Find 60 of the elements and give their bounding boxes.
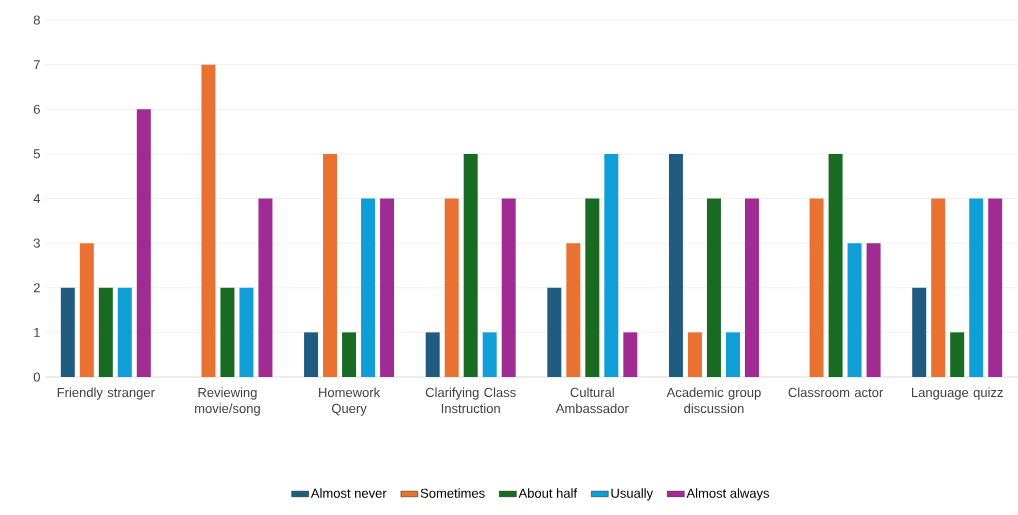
bar [931, 198, 946, 377]
y-tick-label: 7 [33, 60, 40, 70]
legend-label: Usually [611, 488, 654, 501]
x-tick-label: Friendly stranger [57, 387, 155, 400]
bar [866, 243, 881, 377]
bar [828, 153, 843, 377]
bar [463, 153, 478, 377]
bar [744, 198, 759, 377]
bar [687, 332, 702, 377]
y-tick-label: 0 [33, 372, 40, 382]
x-tick-label: Homework Query [319, 387, 381, 416]
bar [201, 64, 216, 377]
y-tick-label: 5 [33, 149, 40, 159]
bar [585, 198, 600, 377]
bar [725, 332, 740, 377]
bar [604, 153, 619, 377]
x-tick-label: Language quizz [912, 387, 1003, 400]
bar [623, 332, 638, 377]
bar [847, 243, 862, 377]
bar [136, 109, 151, 377]
bar [444, 198, 459, 377]
y-tick-label: 3 [33, 238, 40, 248]
bar [482, 332, 497, 377]
legend-label: About half [518, 488, 578, 498]
bar [60, 287, 75, 377]
bar [566, 243, 581, 377]
bar [547, 287, 562, 377]
bar [988, 198, 1003, 377]
bar [361, 198, 376, 377]
x-tick-label: Reviewing movie/song [195, 387, 260, 416]
legend-label: Sometimes [420, 488, 485, 498]
y-tick-label: 2 [33, 283, 40, 293]
bar [950, 332, 965, 377]
y-tick-label: 6 [33, 104, 40, 114]
x-tick-label: Cultural Ambassador [555, 387, 629, 414]
bar [380, 198, 395, 377]
y-tick-label: 8 [33, 15, 40, 25]
bar [425, 332, 440, 377]
bar [117, 287, 132, 377]
x-tick-label: Academic group discussion [666, 387, 761, 414]
bar [258, 198, 273, 377]
legend-label: Almost always [686, 488, 770, 501]
y-tick-label: 4 [33, 194, 41, 203]
bar [304, 332, 319, 377]
bar [342, 332, 357, 377]
bar [79, 243, 94, 377]
y-tick-label: 1 [34, 327, 40, 337]
legend-label: Almost never [310, 488, 387, 498]
bar [323, 153, 338, 377]
bar [969, 198, 984, 377]
bar [809, 198, 824, 377]
bar [706, 198, 721, 377]
x-tick-label: Classroom actor [788, 387, 884, 398]
bar [668, 153, 683, 377]
bar [501, 198, 516, 377]
bar [239, 287, 254, 377]
bar [98, 287, 113, 377]
bar [220, 287, 235, 377]
bar [912, 287, 927, 377]
x-tick-label: Clarifying Class Instruction [425, 387, 516, 414]
